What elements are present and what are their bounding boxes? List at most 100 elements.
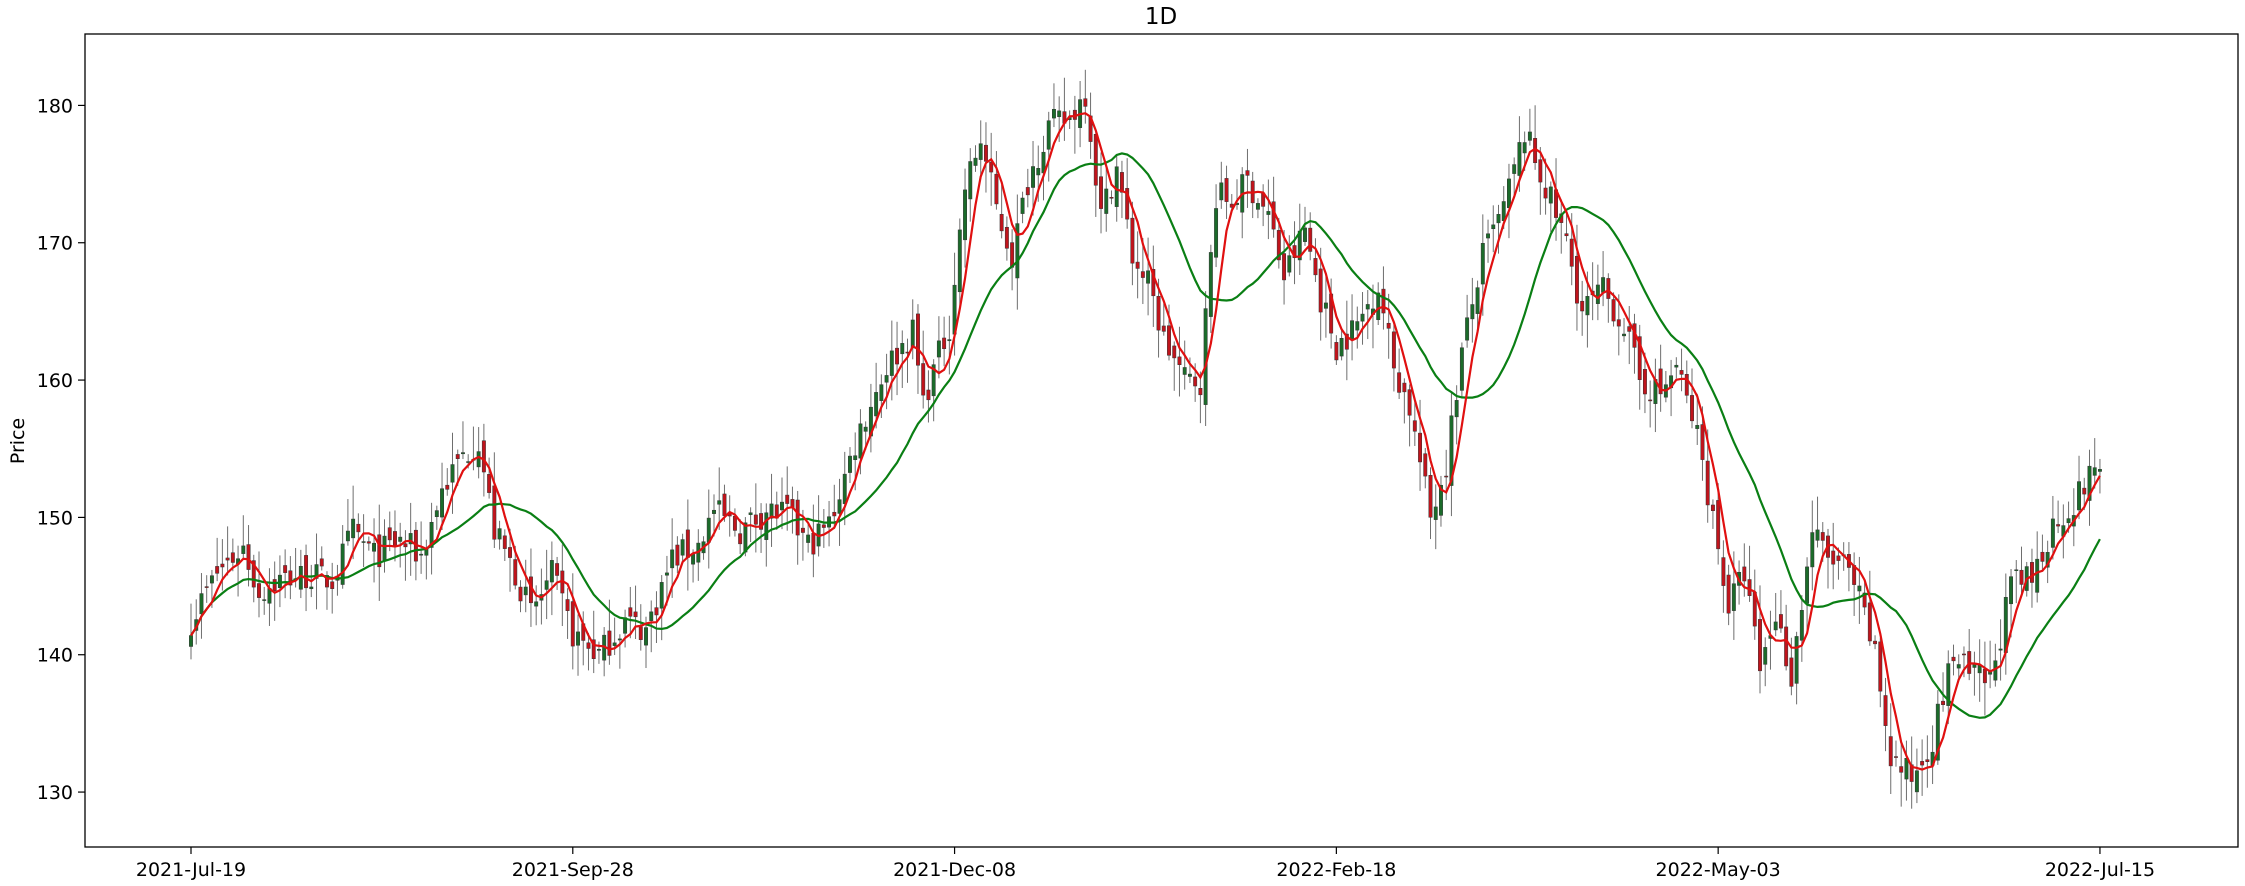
candle-body <box>1020 197 1025 214</box>
candle-body <box>1679 370 1684 375</box>
candle-body <box>377 534 382 568</box>
candle-body <box>1658 368 1663 395</box>
candle-body <box>1873 640 1878 645</box>
candle <box>236 545 241 597</box>
candle <box>1470 277 1475 343</box>
candle-body <box>1156 295 1161 331</box>
candle-body <box>633 611 638 618</box>
candle <box>424 539 429 580</box>
candle-body <box>549 560 554 583</box>
candle-body <box>340 543 345 585</box>
candle <box>806 523 811 553</box>
candle-body <box>1323 302 1328 309</box>
candle-body <box>1580 300 1585 312</box>
candle-body <box>455 454 460 459</box>
candle <box>586 632 591 671</box>
candle <box>508 528 512 592</box>
candle <box>942 316 947 367</box>
candle <box>408 502 413 576</box>
candle <box>1580 280 1585 336</box>
candle-body <box>680 539 685 556</box>
candle <box>366 536 371 551</box>
candle-body <box>1104 188 1109 214</box>
candle-body <box>942 337 947 350</box>
candle <box>534 585 539 626</box>
candle <box>795 490 800 565</box>
candle-body <box>973 157 978 166</box>
candle-body <box>936 340 941 358</box>
candle-body <box>2019 569 2024 585</box>
candle <box>215 537 220 582</box>
candle-body <box>1114 166 1119 207</box>
candle <box>204 575 209 603</box>
candle <box>1716 483 1721 565</box>
candle-body <box>1517 142 1522 176</box>
candle <box>2087 449 2092 526</box>
candle <box>1093 129 1098 217</box>
candle <box>2030 548 2034 608</box>
candle <box>1888 703 1893 795</box>
candle <box>602 627 607 677</box>
candle <box>1052 83 1056 128</box>
y-tick-label: 170 <box>37 233 73 255</box>
candle-body <box>309 586 314 590</box>
candle-body <box>848 455 852 473</box>
candle-body <box>262 599 267 601</box>
y-tick-label: 180 <box>37 95 73 117</box>
candle-body <box>675 544 680 566</box>
candle <box>2056 500 2061 534</box>
candle <box>1412 397 1417 446</box>
candle <box>1224 165 1229 219</box>
candle <box>387 511 392 552</box>
candle <box>1067 110 1072 130</box>
candle <box>1710 499 1715 529</box>
candle-body <box>717 500 722 505</box>
candle <box>1773 592 1778 637</box>
candle-body <box>1726 574 1731 614</box>
candle-body <box>753 514 758 525</box>
candle-body <box>586 642 591 649</box>
candle-body <box>664 572 669 576</box>
candle <box>220 539 225 591</box>
candle-body <box>1480 243 1485 285</box>
candle-body <box>1496 214 1501 224</box>
candle <box>1282 230 1287 305</box>
candle <box>680 533 685 562</box>
candle <box>1747 545 1752 602</box>
candle <box>1240 167 1245 239</box>
candle <box>1967 628 1972 681</box>
candle-body <box>2035 558 2040 593</box>
candle-body <box>1721 557 1726 586</box>
candle-body <box>806 534 811 543</box>
candle <box>1867 570 1872 646</box>
candle-body <box>1564 233 1569 237</box>
candle <box>1491 205 1496 253</box>
candle-body <box>1899 766 1904 773</box>
candle <box>926 370 931 423</box>
x-tick-label: 2021-Dec-08 <box>893 859 1016 881</box>
candle <box>267 568 272 626</box>
candle <box>1255 198 1260 219</box>
candle <box>241 515 246 560</box>
y-tick-label: 130 <box>37 782 73 804</box>
y-tick-label: 160 <box>37 370 73 392</box>
candle <box>1616 294 1621 356</box>
candle-body <box>2077 481 2081 511</box>
candle <box>225 526 230 576</box>
candle <box>1632 313 1637 374</box>
candle <box>1245 148 1250 208</box>
candle-body <box>1360 313 1365 322</box>
candle-body <box>372 542 377 552</box>
candle-body <box>1402 382 1407 393</box>
candle-body <box>534 601 539 607</box>
candle <box>1350 294 1355 361</box>
candle <box>1988 640 1993 689</box>
candle-body <box>1648 399 1653 402</box>
candle-body <box>691 554 696 565</box>
candle <box>189 603 193 660</box>
candle-body <box>345 530 350 542</box>
candle <box>1946 650 1951 725</box>
candle-body <box>1773 621 1778 631</box>
candle <box>1344 300 1349 381</box>
candle <box>377 504 382 601</box>
